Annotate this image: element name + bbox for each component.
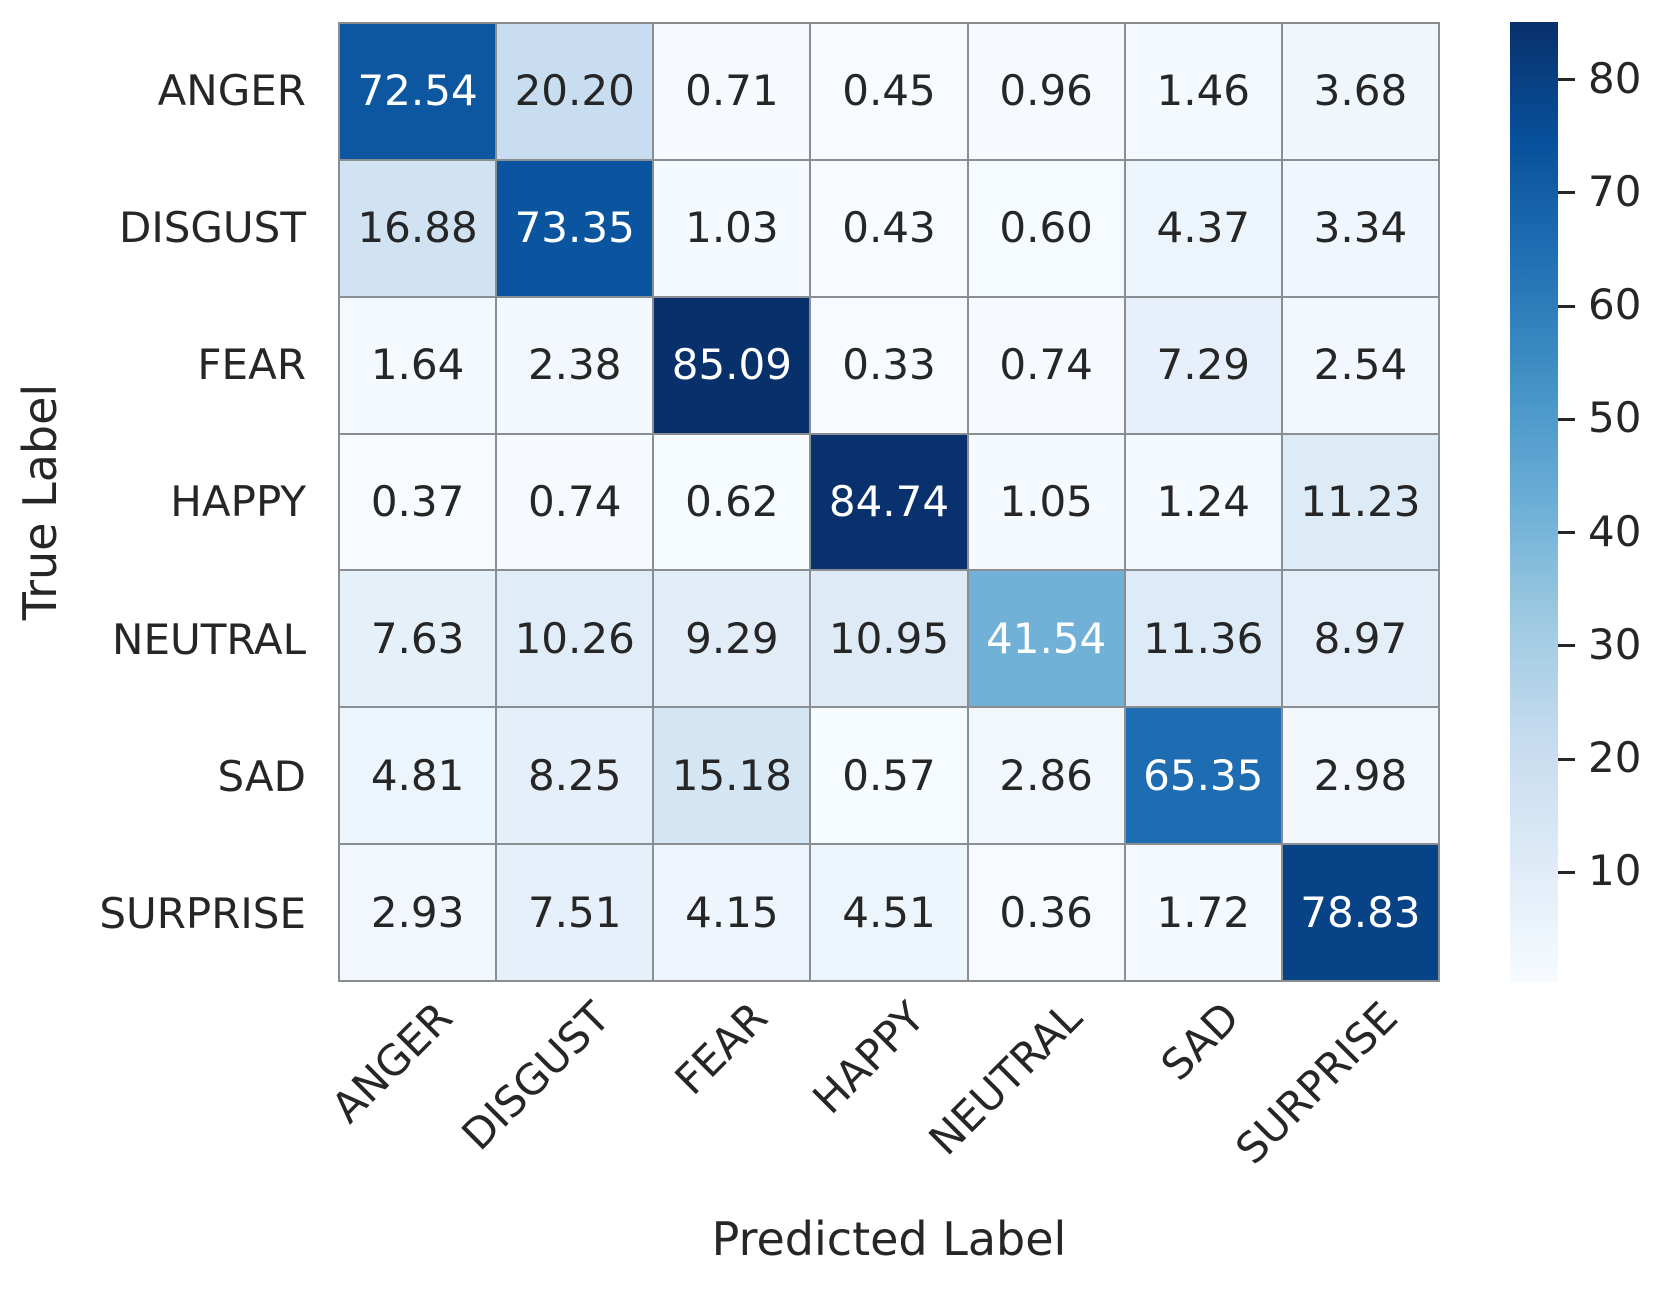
heatmap-cell: 0.57 (811, 708, 967, 844)
y-tick-label: SAD (217, 751, 306, 801)
heatmap-cell: 0.33 (811, 297, 967, 433)
heatmap-cell: 2.93 (340, 845, 496, 980)
heatmap-cell: 8.25 (497, 708, 653, 844)
colorbar-tick-mark (1558, 531, 1575, 535)
x-axis-title: Predicted Label (711, 1212, 1067, 1266)
colorbar-tick-mark (1558, 870, 1575, 874)
heatmap-cell: 8.97 (1282, 571, 1438, 707)
heatmap-cell: 0.74 (968, 297, 1124, 433)
y-tick-label: HAPPY (170, 477, 306, 527)
colorbar-tick-mark (1558, 757, 1575, 761)
colorbar-tick-label: 20 (1588, 733, 1642, 783)
y-axis-tick-labels: ANGER DISGUST FEAR HAPPY NEUTRAL SAD SURPRISE (0, 22, 306, 982)
heatmap-cell: 11.36 (1125, 571, 1281, 707)
heatmap-cell: 10.95 (811, 571, 967, 707)
x-tick-label: SURPRISE (1225, 992, 1407, 1174)
x-tick-label: SAD (1151, 992, 1250, 1090)
heatmap-cell: 1.46 (1125, 24, 1281, 159)
colorbar-tick-label: 40 (1588, 506, 1642, 556)
colorbar-tick-label: 10 (1588, 846, 1642, 896)
y-tick-label: NEUTRAL (112, 614, 306, 664)
y-tick-label: ANGER (157, 66, 306, 116)
heatmap-cell: 0.60 (968, 160, 1124, 296)
heatmap-cell: 7.29 (1125, 297, 1281, 433)
heatmap-cell: 0.96 (968, 24, 1124, 159)
colorbar-tick-label: 50 (1588, 393, 1642, 443)
y-tick-label: SURPRISE (99, 888, 306, 938)
colorbar-gradient (1510, 22, 1558, 982)
heatmap-grid: 72.54 20.20 0.71 0.45 0.96 1.46 3.68 16.88 73.35… (338, 22, 1440, 982)
heatmap-cell: 1.24 (1125, 434, 1281, 570)
heatmap-cell: 1.05 (968, 434, 1124, 570)
heatmap-cell: 78.83 (1282, 845, 1438, 980)
heatmap-cell: 65.35 (1125, 708, 1281, 844)
heatmap-cell: 1.72 (1125, 845, 1281, 980)
heatmap-cell: 73.35 (497, 160, 653, 296)
heatmap-cell: 10.26 (497, 571, 653, 707)
heatmap-cell: 0.62 (654, 434, 810, 570)
heatmap-cell: 2.98 (1282, 708, 1438, 844)
colorbar-tick-label: 70 (1588, 167, 1642, 217)
colorbar-tick-label: 60 (1588, 280, 1642, 330)
colorbar-tick-mark (1558, 78, 1575, 82)
colorbar-tick-mark (1558, 304, 1575, 308)
x-tick-label: DISGUST (452, 992, 620, 1160)
heatmap-cell: 1.03 (654, 160, 810, 296)
x-tick-label: FEAR (665, 992, 777, 1105)
heatmap-cell: 72.54 (340, 24, 496, 159)
heatmap-cell: 84.74 (811, 434, 967, 570)
heatmap-cell: 4.51 (811, 845, 967, 980)
heatmap-cell: 3.68 (1282, 24, 1438, 159)
heatmap-cell: 7.51 (497, 845, 653, 980)
heatmap-cell: 41.54 (968, 571, 1124, 707)
heatmap-cell: 7.63 (340, 571, 496, 707)
heatmap-cell: 2.86 (968, 708, 1124, 844)
heatmap-cell: 2.38 (497, 297, 653, 433)
heatmap-cell: 0.74 (497, 434, 653, 570)
colorbar-tick-label: 30 (1588, 620, 1642, 670)
heatmap-cell: 3.34 (1282, 160, 1438, 296)
colorbar-tick-mark (1558, 644, 1575, 648)
y-tick-label: DISGUST (119, 203, 306, 253)
heatmap-cell: 0.36 (968, 845, 1124, 980)
heatmap-cell: 15.18 (654, 708, 810, 844)
heatmap-cell: 11.23 (1282, 434, 1438, 570)
heatmap-cell: 0.43 (811, 160, 967, 296)
heatmap-cell: 4.37 (1125, 160, 1281, 296)
heatmap-cell: 2.54 (1282, 297, 1438, 433)
y-tick-label: FEAR (197, 340, 306, 390)
heatmap-cell: 85.09 (654, 297, 810, 433)
x-tick-label: ANGER (322, 992, 462, 1133)
heatmap-cell: 0.45 (811, 24, 967, 159)
x-tick-label: HAPPY (803, 992, 935, 1124)
heatmap-cell: 0.71 (654, 24, 810, 159)
heatmap-cell: 20.20 (497, 24, 653, 159)
heatmap-cell: 4.81 (340, 708, 496, 844)
x-tick-label: NEUTRAL (919, 992, 1092, 1165)
heatmap-cell: 16.88 (340, 160, 496, 296)
heatmap-cell: 9.29 (654, 571, 810, 707)
colorbar-tick-mark (1558, 417, 1575, 421)
colorbar-tick-mark (1558, 191, 1575, 195)
colorbar-tick-label: 80 (1588, 53, 1642, 103)
heatmap-cell: 1.64 (340, 297, 496, 433)
heatmap-cell: 4.15 (654, 845, 810, 980)
heatmap-cell: 0.37 (340, 434, 496, 570)
